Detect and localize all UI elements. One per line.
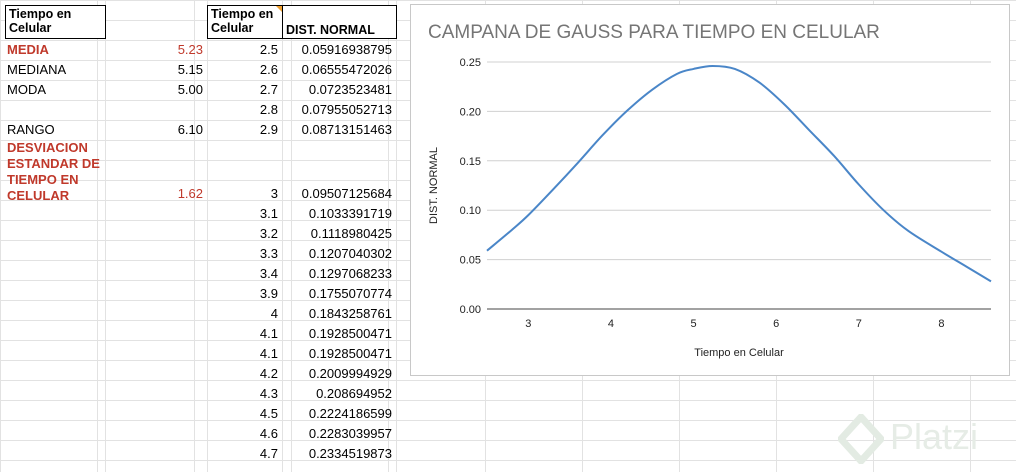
dist-cell[interactable]: 0.1928500471	[308, 326, 392, 341]
stat-label[interactable]: DESVIACION ESTANDAR DE TIEMPO EN CELULAR	[7, 140, 100, 203]
y-tick-label: 0.20	[460, 106, 481, 118]
dist-cell[interactable]: 0.1033391719	[308, 206, 392, 221]
dist-cell[interactable]: 0.05916938795	[301, 42, 392, 57]
stat-label[interactable]: MEDIA	[7, 42, 49, 57]
dist-cell[interactable]: 0.0723523481	[308, 82, 392, 97]
x-tick-label: 4	[608, 318, 614, 330]
column-divider	[207, 0, 208, 472]
time-cell[interactable]: 2.8	[259, 102, 278, 117]
time-cell[interactable]: 3	[270, 186, 278, 201]
dist-cell[interactable]: 0.1843258761	[308, 306, 392, 321]
gauss-chart[interactable]: CAMPANA DE GAUSS PARA TIEMPO EN CELULAR …	[410, 4, 1010, 376]
stat-label[interactable]: MODA	[7, 82, 46, 97]
x-tick-label: 3	[525, 318, 531, 330]
time-cell[interactable]: 4.3	[259, 386, 278, 401]
platzi-logo-icon	[838, 414, 884, 464]
dist-cell[interactable]: 0.2009994929	[308, 366, 392, 381]
time-cell[interactable]: 3.3	[259, 246, 278, 261]
column-divider	[105, 0, 106, 472]
dist-cell[interactable]: 0.1297068233	[308, 266, 392, 281]
stat-label[interactable]: MEDIANA	[7, 62, 67, 77]
y-axis-title: DIST. NORMAL	[428, 147, 440, 224]
stat-value[interactable]: 5.23	[177, 42, 203, 57]
stat-label[interactable]: RANGO	[7, 122, 55, 137]
dist-cell[interactable]: 0.1928500471	[308, 346, 392, 361]
y-tick-label: 0.10	[460, 205, 481, 217]
series-line	[486, 64, 992, 283]
y-tick-label: 0.05	[460, 255, 481, 267]
y-tick-label: 0.25	[460, 57, 481, 69]
time-cell[interactable]: 4.1	[259, 346, 278, 361]
dist-cell[interactable]: 0.1755070774	[308, 286, 392, 301]
time-cell[interactable]: 4.5	[259, 406, 278, 421]
dist-cell[interactable]: 0.08713151463	[301, 122, 392, 137]
column-divider	[282, 0, 283, 472]
x-tick-label: 7	[856, 318, 862, 330]
dist-cell[interactable]: 0.1207040302	[308, 246, 392, 261]
time-cell[interactable]: 4.1	[259, 326, 278, 341]
x-axis-title: Tiempo en Celular	[694, 347, 784, 359]
time-cell[interactable]: 2.9	[259, 122, 278, 137]
time-cell[interactable]: 2.7	[259, 82, 278, 97]
dist-cell[interactable]: 0.09507125684	[301, 186, 392, 201]
time-cell[interactable]: 4.6	[259, 426, 278, 441]
chart-title: CAMPANA DE GAUSS PARA TIEMPO EN CELULAR	[428, 22, 880, 43]
dist-cell[interactable]: 0.208694952	[316, 386, 392, 401]
stat-value[interactable]: 6.10	[177, 122, 203, 137]
time-cell[interactable]: 4	[270, 306, 278, 321]
stat-value[interactable]: 5.15	[177, 62, 203, 77]
dist-cell[interactable]: 0.2283039957	[308, 426, 392, 441]
time-cell[interactable]: 2.6	[259, 62, 278, 77]
stat-value[interactable]: 1.62	[177, 186, 203, 201]
header-col-d[interactable]: DIST. NORMAL	[282, 5, 397, 39]
stat-value[interactable]: 5.00	[177, 82, 203, 97]
dist-cell[interactable]: 0.06555472026	[301, 62, 392, 77]
time-cell[interactable]: 3.4	[259, 266, 278, 281]
header-col-c-label: Tiempo en Celular	[211, 7, 274, 35]
time-cell[interactable]: 2.5	[259, 42, 278, 57]
column-divider	[396, 0, 397, 472]
header-col-c[interactable]: Tiempo en Celular	[207, 5, 283, 39]
chart-plot: 0.00 0.05 0.10 0.15 0.20 0.25 3 4 5 6 7 8 Tiempo en …	[428, 57, 992, 359]
dist-cell[interactable]: 0.2224186599	[308, 406, 392, 421]
x-tick-label: 5	[690, 318, 696, 330]
time-cell[interactable]: 3.9	[259, 286, 278, 301]
dist-cell[interactable]: 0.07955052713	[301, 102, 392, 117]
time-cell[interactable]: 4.7	[259, 446, 278, 461]
header-col-a[interactable]: Tiempo en Celular	[5, 5, 106, 39]
x-tick-label: 8	[938, 318, 944, 330]
time-cell[interactable]: 4.2	[259, 366, 278, 381]
y-tick-label: 0.00	[460, 304, 481, 316]
dist-cell[interactable]: 0.1118980425	[310, 226, 392, 241]
time-cell[interactable]: 3.1	[259, 206, 278, 221]
time-cell[interactable]: 3.2	[259, 226, 278, 241]
y-tick-label: 0.15	[460, 156, 481, 168]
comment-marker-icon	[276, 6, 282, 12]
x-tick-label: 6	[773, 318, 779, 330]
dist-cell[interactable]: 0.2334519873	[308, 446, 392, 461]
platzi-watermark: Platzi	[838, 408, 1008, 468]
watermark-text: Platzi	[890, 416, 979, 457]
